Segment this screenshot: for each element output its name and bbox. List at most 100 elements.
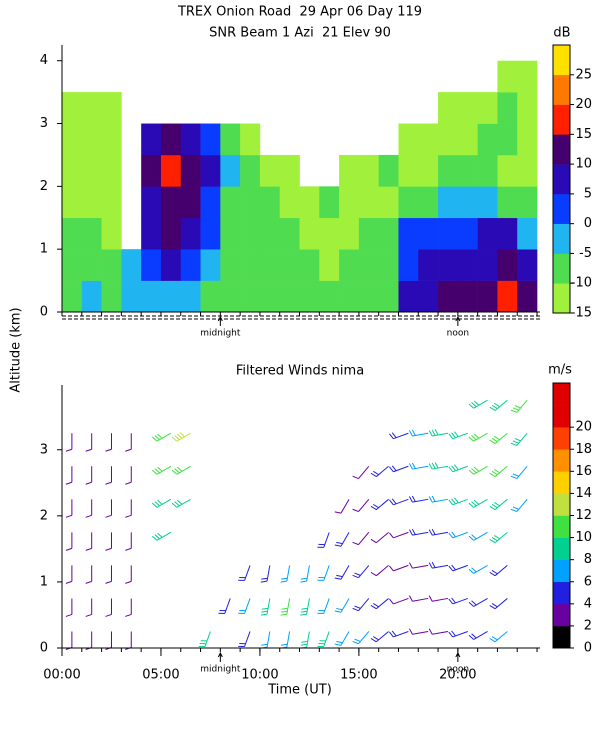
wind-barb: [510, 432, 528, 446]
heat-cell: [418, 123, 439, 156]
wind-barb: [105, 499, 112, 518]
wind-barb: [510, 399, 528, 413]
colorbar-swatch: [553, 45, 570, 76]
wind-barb: [448, 464, 468, 473]
wind-barb: [317, 631, 330, 648]
wind-barb: [300, 631, 310, 649]
wind-barb: [389, 465, 409, 473]
heat-cell: [457, 186, 478, 219]
heat-cell: [240, 123, 261, 156]
heat-cell: [62, 92, 83, 124]
y-tick-label: 2: [40, 179, 48, 194]
heat-cell: [279, 280, 300, 313]
y-tick-label: 3: [40, 442, 48, 457]
wind-barb: [65, 631, 73, 650]
heat-cell: [398, 154, 419, 187]
heat-cell: [477, 249, 498, 281]
wind-barb: [408, 595, 429, 602]
colorbar-swatch: [553, 515, 570, 538]
wind-barb: [125, 466, 132, 485]
wind-barb: [85, 466, 93, 485]
wind-barb: [510, 465, 528, 480]
heat-cell: [279, 249, 300, 281]
colorbar-tick-label: 20: [575, 420, 592, 435]
colorbar-swatch: [553, 193, 570, 224]
wind-barb: [85, 532, 93, 551]
heat-cell: [418, 249, 439, 281]
colorbar-tick-label: 8: [584, 552, 592, 567]
y-tick-label: 1: [40, 574, 48, 589]
heat-cell: [438, 123, 459, 156]
heat-cell: [477, 217, 498, 250]
wind-barb: [85, 598, 93, 617]
heat-cell: [497, 92, 518, 124]
heat-cell: [180, 280, 201, 313]
wind-barb: [171, 498, 191, 508]
heat-cell: [477, 154, 498, 187]
heat-cell: [457, 249, 478, 281]
wind-barb: [448, 531, 468, 539]
heat-cell: [358, 154, 379, 187]
wind-barb: [334, 631, 350, 646]
colorbar-swatch: [553, 223, 570, 254]
wind-barb: [468, 399, 488, 409]
wind-barb: [489, 432, 508, 444]
heat-cell: [339, 280, 360, 313]
heat-cell: [358, 249, 379, 281]
wind-barb: [408, 562, 429, 569]
wind-barb: [428, 595, 449, 602]
wind-barb: [489, 631, 508, 643]
heat-cell: [299, 280, 320, 313]
heat-cell: [477, 92, 498, 124]
wind-barb: [468, 564, 488, 574]
colorbar-swatch: [553, 559, 570, 583]
heat-cell: [398, 280, 419, 313]
wind-barb: [428, 561, 449, 569]
colorbar-swatch: [553, 383, 570, 406]
heat-cell: [339, 186, 360, 219]
chart-subtitle: SNR Beam 1 Azi 21 Elev 90: [209, 26, 391, 41]
colorbar-swatch: [553, 625, 570, 649]
colorbar-swatch: [553, 427, 570, 450]
wind-barb: [448, 597, 468, 605]
heat-cell: [418, 154, 439, 187]
heat-cell: [240, 186, 261, 219]
heat-cell: [497, 249, 518, 281]
x-tick-label: 10:00: [241, 668, 278, 683]
heat-cell: [259, 217, 281, 250]
wind-barb: [171, 432, 191, 442]
wind-barb: [105, 631, 112, 650]
heat-cell: [418, 186, 439, 219]
colorbar-tick-label: 12: [575, 508, 592, 523]
wind-barb: [260, 565, 271, 583]
colorbar-swatch: [553, 134, 570, 165]
wind-barb: [428, 462, 449, 470]
wind-barb: [389, 630, 409, 638]
heat-cell: [418, 217, 439, 250]
heat-cell: [457, 217, 478, 250]
heat-cell: [220, 123, 241, 156]
wind-barb: [352, 465, 370, 480]
heat-cell: [259, 154, 281, 187]
heat-cell: [200, 154, 221, 187]
wind-barb: [468, 498, 488, 508]
wind-barb: [408, 462, 429, 470]
heat-cell: [358, 217, 379, 250]
colorbar-swatch: [553, 449, 570, 472]
colorbar-tick-label: 15: [575, 127, 592, 142]
colorbar-swatch: [553, 471, 570, 494]
heat-cell: [81, 123, 102, 156]
heat-cell: [240, 249, 261, 281]
heat-cell: [477, 280, 498, 313]
colorbar-swatch: [553, 493, 570, 516]
heat-cell: [200, 217, 221, 250]
heat-cell: [240, 154, 261, 187]
colorbar-tick-label: 0: [584, 641, 592, 656]
wind-barb: [389, 564, 409, 572]
wind-barb: [300, 565, 310, 583]
wind-barb: [510, 498, 528, 513]
heat-cell: [319, 280, 340, 313]
heat-cell: [279, 154, 300, 187]
wind-barb: [125, 631, 132, 650]
